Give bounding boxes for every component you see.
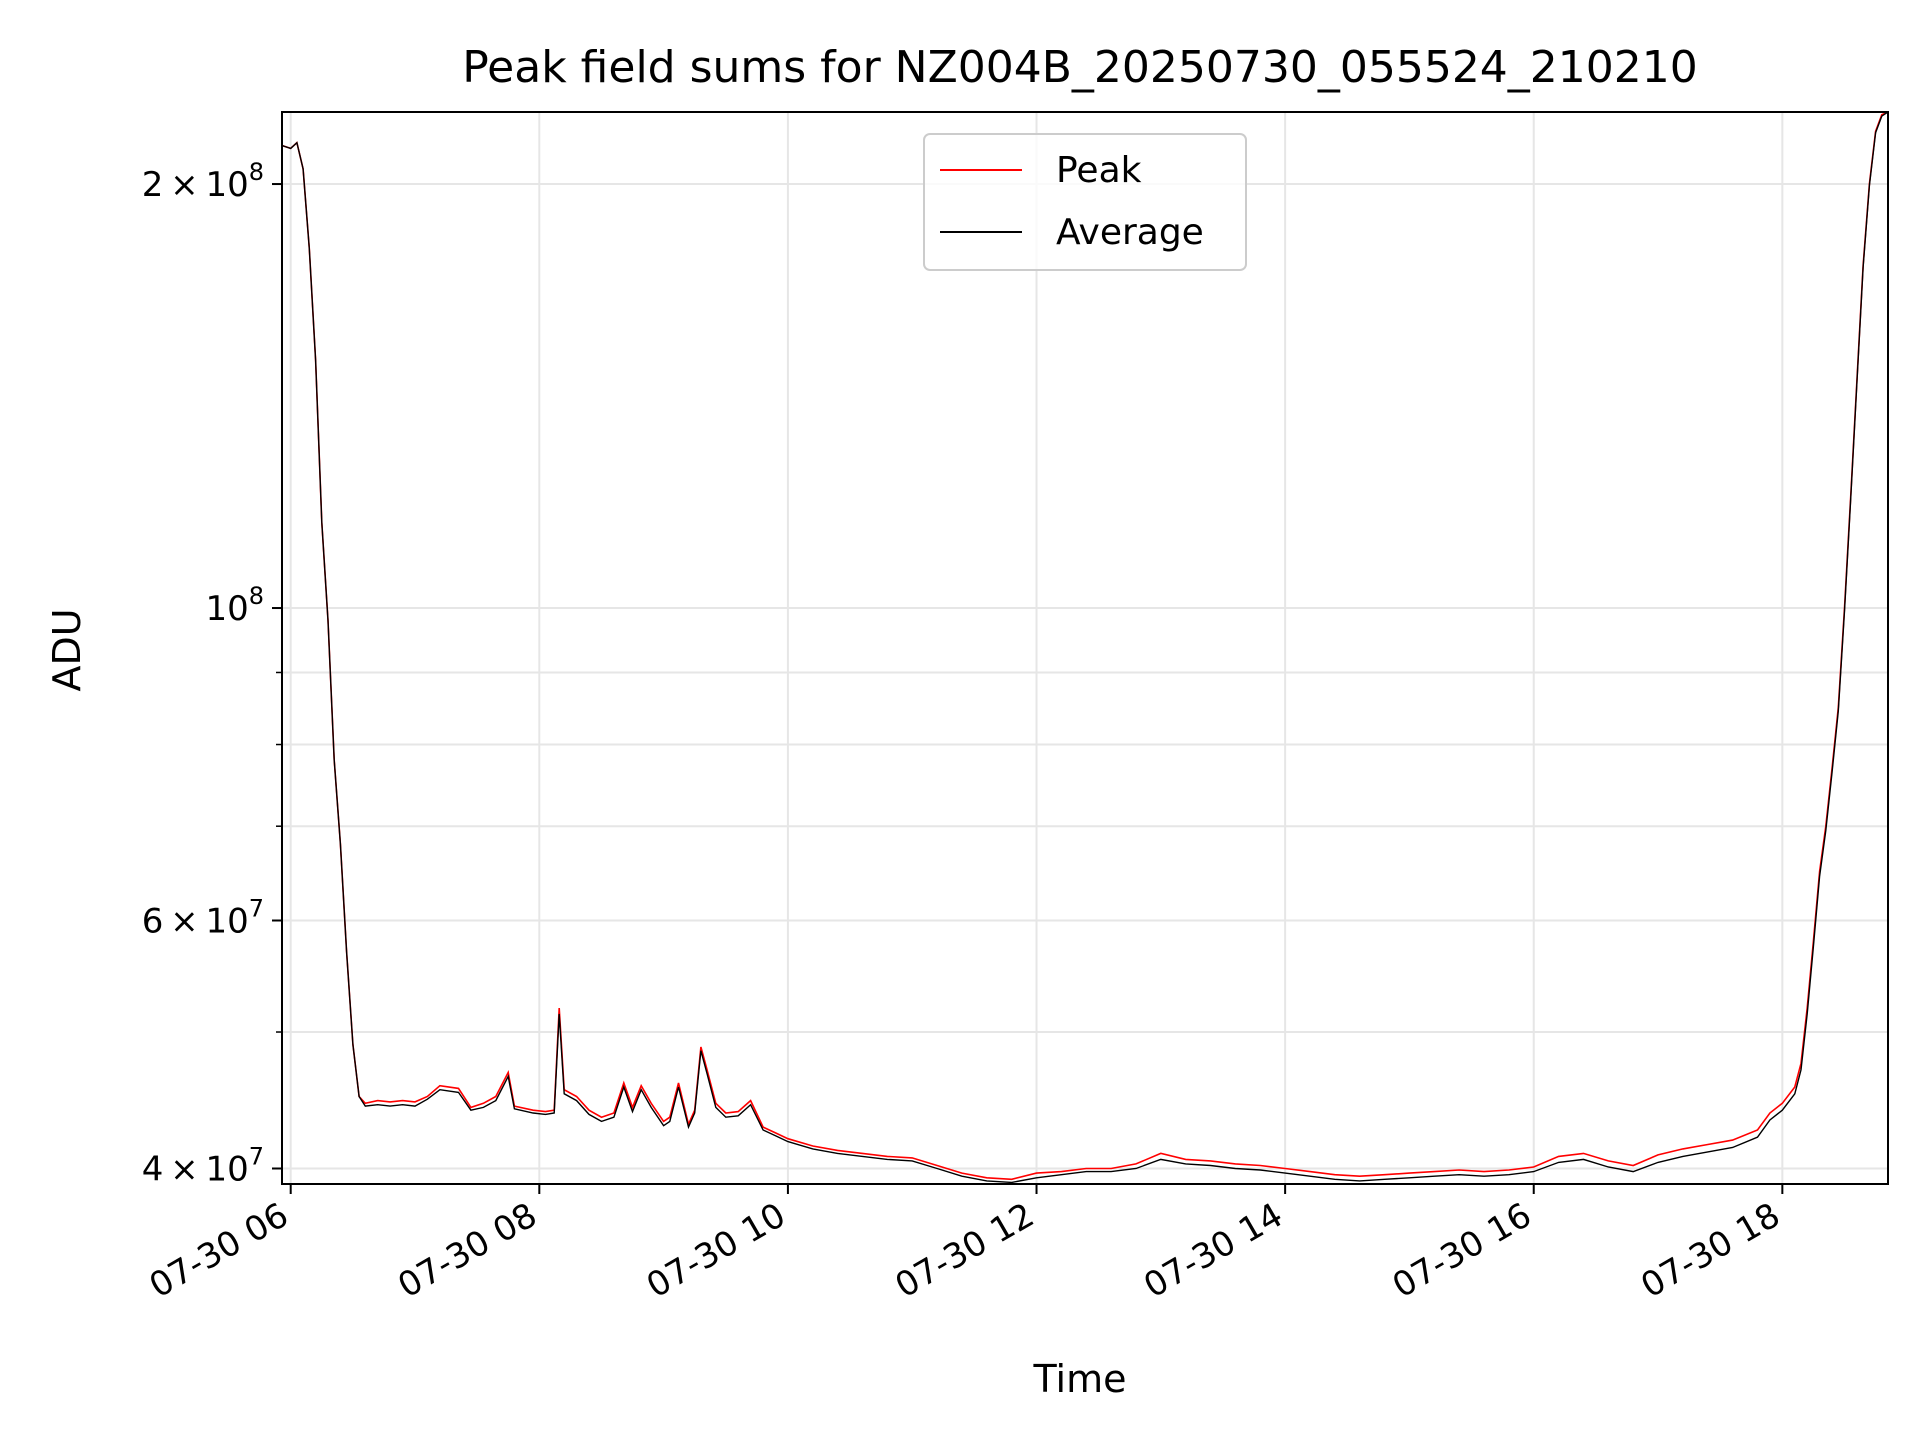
series-line-average [282, 112, 1888, 1184]
y-tick-label: 4 × 107 [142, 1143, 264, 1190]
y-axis-label: ADU [45, 608, 89, 691]
legend-box [923, 133, 1247, 271]
x-axis-label: Time [1033, 1357, 1127, 1401]
series-lines [282, 112, 1888, 1184]
y-tick-label: 6 × 107 [142, 894, 264, 941]
plot-frame [281, 111, 1889, 1185]
y-axis: 4 × 107 6 × 107 108 2 × 108 [142, 158, 282, 1190]
legend: Peak Average [923, 133, 1247, 271]
chart-title: Peak field sums for NZ004B_20250730_0555… [462, 42, 1698, 93]
y-tick-label: 108 [205, 582, 264, 629]
legend-label-peak: Peak [1056, 150, 1142, 191]
y-tick-label: 2 × 108 [142, 158, 264, 205]
series-line-peak [282, 112, 1888, 1181]
legend-label-average: Average [1056, 212, 1204, 253]
